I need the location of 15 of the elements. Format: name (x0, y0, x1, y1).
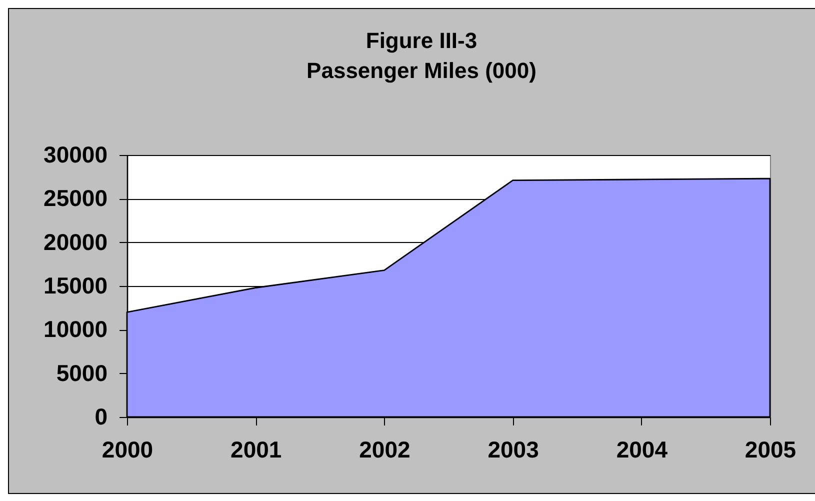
y-tick-label: 10000 (44, 316, 108, 342)
y-tick-label: 20000 (44, 228, 108, 255)
chart-title: Figure III-3 (366, 28, 478, 53)
x-tick-label: 2002 (359, 436, 410, 462)
y-tick-label: 30000 (44, 142, 108, 168)
x-tick-label: 2005 (744, 436, 796, 462)
x-tick-label: 2004 (616, 436, 668, 462)
y-tick-label: 25000 (44, 185, 108, 212)
y-tick-label: 15000 (44, 272, 108, 298)
x-tick-label: 2001 (230, 436, 282, 462)
x-tick-label: 2000 (102, 436, 154, 462)
x-tick-label: 2003 (488, 436, 539, 462)
y-tick-label: 0 (94, 404, 108, 430)
y-tick-label: 5000 (56, 360, 108, 386)
chart-subtitle: Passenger Miles (000) (306, 58, 536, 83)
